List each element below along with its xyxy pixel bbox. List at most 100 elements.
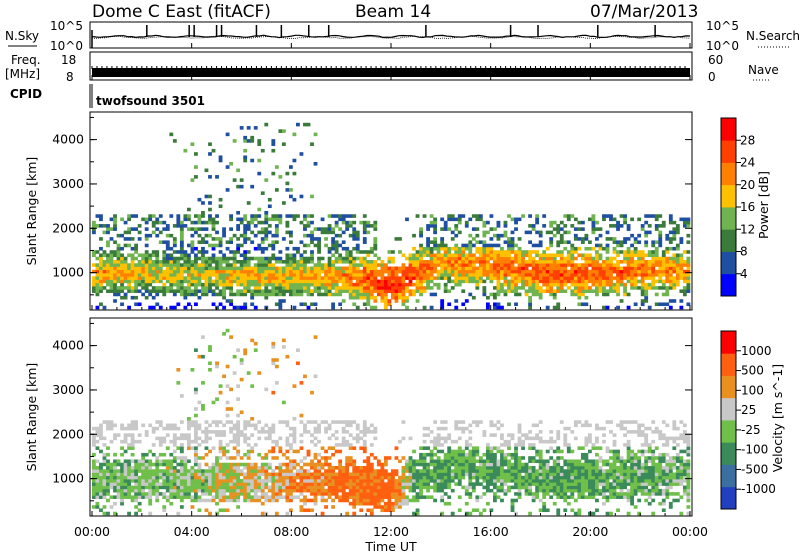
velocity-cell: [394, 479, 399, 483]
power-cell: [637, 286, 642, 290]
power-cell: [331, 253, 336, 258]
velocity-cell: [422, 472, 427, 477]
velocity-cell: [222, 508, 226, 513]
velocity-cell: [243, 488, 248, 493]
velocity-cell: [116, 488, 121, 493]
power-cell: [587, 276, 592, 280]
power-cell: [496, 279, 501, 284]
power-cell: [267, 230, 272, 235]
velocity-cell: [391, 501, 395, 506]
velocity-cell: [471, 449, 476, 454]
power-cell: [179, 227, 184, 231]
velocity-cell: [229, 472, 234, 477]
power-cell: [338, 286, 343, 290]
velocity-cell: [158, 443, 163, 447]
velocity-cell: [215, 364, 219, 369]
power-cell: [271, 286, 276, 290]
power-cell: [587, 253, 592, 258]
velocity-cell: [281, 482, 286, 486]
power-cell: [521, 276, 525, 280]
power-cell: [162, 240, 167, 244]
velocity-cell: [134, 495, 139, 499]
power-cell: [373, 243, 378, 248]
velocity-cell: [158, 459, 163, 464]
power-cell: [204, 168, 209, 173]
velocity-cell: [376, 472, 381, 477]
velocity-cell: [341, 420, 346, 424]
power-cell: [271, 266, 276, 271]
power-cell: [682, 269, 687, 274]
power-cell: [144, 227, 149, 231]
power-cell: [348, 295, 353, 300]
power-cell: [549, 243, 554, 248]
velocity-cell: [278, 482, 283, 486]
power-cell: [668, 266, 673, 271]
power-cell: [521, 260, 525, 264]
velocity-cell: [137, 469, 142, 473]
velocity-cell: [236, 443, 241, 447]
power-cell: [281, 289, 286, 293]
power-cell: [433, 237, 438, 241]
power-cell: [619, 276, 624, 280]
power-cell: [637, 253, 642, 258]
velocity-cell: [450, 511, 455, 516]
power-cell: [447, 263, 452, 267]
power-cell: [306, 214, 311, 218]
velocity-cell: [310, 479, 314, 483]
power-cell: [201, 240, 205, 244]
power-cell: [450, 246, 455, 251]
power-cell: [127, 305, 131, 310]
power-cell: [355, 233, 360, 238]
power-cell: [595, 220, 599, 225]
power-cell: [447, 246, 452, 251]
power-cell: [412, 246, 416, 251]
power-cell: [278, 260, 283, 264]
velocity-cell: [127, 488, 131, 493]
velocity-cell: [443, 459, 448, 464]
power-cell: [260, 256, 265, 261]
power-cell: [595, 266, 599, 271]
velocity-cell: [186, 472, 191, 477]
velocity-cell: [120, 452, 124, 457]
power-cell: [612, 269, 617, 274]
velocity-cell: [408, 498, 413, 503]
velocity-cell: [433, 462, 438, 467]
power-cell: [165, 269, 170, 274]
power-cell: [591, 269, 596, 274]
power-cell: [197, 266, 202, 271]
power-cell: [366, 295, 371, 300]
power-cell: [496, 253, 501, 258]
power-cell: [243, 217, 248, 222]
velocity-cell: [162, 495, 167, 499]
power-cell: [405, 286, 409, 290]
power-cell: [331, 266, 336, 271]
power-cell: [253, 246, 258, 251]
velocity-cell: [429, 430, 434, 434]
velocity-cell: [211, 475, 216, 480]
power-cell: [155, 250, 160, 254]
power-cell: [253, 263, 258, 267]
power-cell: [609, 263, 613, 267]
power-cell: [260, 289, 265, 293]
power-cell: [559, 260, 564, 264]
power-cell: [155, 279, 160, 284]
velocity-cell: [222, 479, 226, 483]
velocity-cell: [285, 495, 290, 499]
velocity-cell: [471, 459, 476, 464]
velocity-cell: [447, 462, 452, 467]
velocity-cell: [352, 462, 357, 467]
velocity-cell: [204, 492, 209, 496]
velocity-cell: [197, 423, 202, 428]
power-cell: [313, 237, 318, 241]
power-cell: [616, 253, 620, 258]
power-cell: [267, 266, 272, 271]
power-cell: [503, 282, 508, 287]
power-cell: [373, 246, 378, 251]
power-cell: [478, 246, 483, 251]
power-cell: [183, 214, 188, 218]
power-cell: [672, 279, 677, 284]
velocity-cell: [457, 472, 462, 477]
velocity-cell: [257, 475, 262, 480]
power-cell: [208, 273, 212, 277]
power-cell: [672, 230, 677, 235]
